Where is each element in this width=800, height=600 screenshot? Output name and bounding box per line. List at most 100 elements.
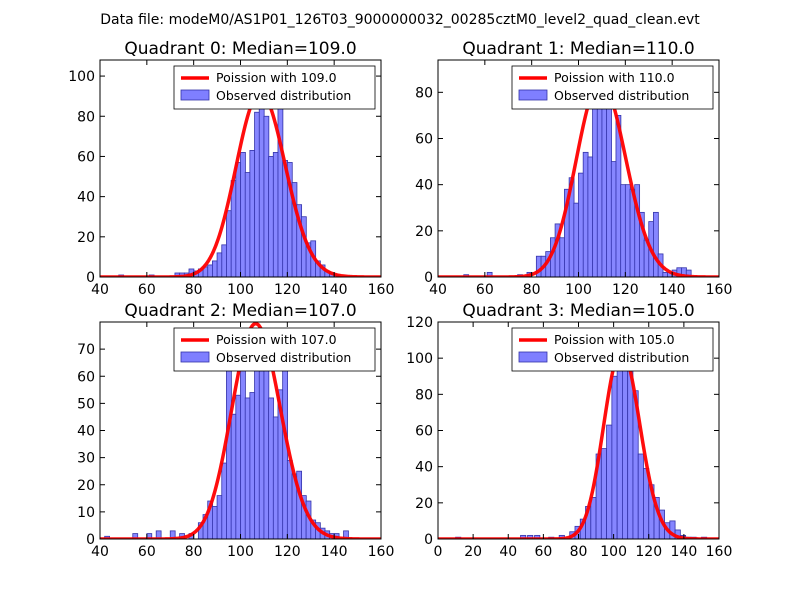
histogram-bar [244, 172, 251, 277]
histogram-bar [600, 448, 607, 539]
histogram-bar [226, 370, 232, 539]
histogram-bar [606, 424, 613, 539]
histogram-bar [230, 180, 237, 277]
y-tick-label: 80 [77, 109, 95, 125]
legend: Poission with 105.0 Observed distribution [511, 327, 714, 372]
x-tick-label: 40 [429, 282, 447, 298]
y-tick-label: 60 [415, 131, 433, 147]
x-tick-label: 60 [534, 544, 552, 560]
y-tick-label: 10 [77, 505, 95, 521]
x-tick-label: 100 [600, 544, 627, 560]
legend-bar-label: Observed distribution [554, 88, 689, 103]
legend-bar-swatch [180, 351, 210, 363]
histogram-bar [610, 161, 617, 277]
histogram-bar [254, 354, 260, 539]
y-tick-label: 0 [424, 270, 433, 286]
histogram-bar [211, 260, 218, 277]
x-tick-label: 120 [274, 544, 301, 560]
subplot-title: Quadrant 1: Median=110.0 [462, 39, 694, 59]
x-tick-label: 120 [274, 282, 301, 298]
histogram-bar [624, 184, 631, 277]
subplot-title: Quadrant 0: Median=109.0 [124, 39, 356, 59]
histogram-bar [249, 392, 256, 539]
histogram-bar [240, 359, 246, 539]
y-tick-label: 40 [415, 178, 433, 194]
histogram-bar [240, 152, 246, 277]
subplot-grid: Quadrant 0: Median=109.040 60 80 100 120 140 1… [68, 39, 732, 560]
histogram-bar [596, 103, 603, 277]
histogram-bar [258, 370, 265, 539]
x-tick-label: 80 [185, 544, 203, 560]
histogram-bar [627, 363, 634, 539]
x-tick-label: 140 [659, 282, 686, 298]
y-tick-label: 0 [424, 532, 433, 548]
x-tick-label: 100 [227, 544, 254, 560]
y-tick-label: 30 [77, 451, 95, 467]
histogram-bar [582, 151, 589, 277]
histogram-bar [249, 150, 256, 277]
legend-bar-swatch [518, 351, 548, 363]
histogram-bars [463, 94, 692, 277]
x-tick-label: 160 [368, 544, 395, 560]
legend-bar-swatch [180, 89, 210, 101]
histogram-bar [616, 355, 623, 539]
x-tick-label: 120 [612, 282, 639, 298]
histogram-bar [578, 172, 584, 277]
histogram-bar [601, 94, 608, 277]
x-tick-label: 80 [570, 544, 588, 560]
legend: Poission with 110.0 Observed distribution [511, 65, 714, 110]
x-tick-label: 20 [464, 544, 482, 560]
histogram-bar [268, 397, 274, 539]
legend: Poission with 109.0 Observed distribution [173, 65, 376, 110]
figure-suptitle: Data file: modeM0/AS1P01_126T03_90000000… [100, 12, 700, 28]
legend-line-label: Poission with 105.0 [554, 332, 675, 347]
x-tick-label: 40 [499, 544, 517, 560]
histogram-bar [272, 416, 279, 539]
histogram-bar [221, 244, 228, 277]
legend-bar-label: Observed distribution [554, 350, 689, 365]
x-tick-label: 80 [523, 282, 541, 298]
histogram-bar [286, 459, 293, 539]
histogram-bar [590, 497, 597, 539]
histogram-bar [254, 111, 260, 277]
subplot-title: Quadrant 3: Median=105.0 [462, 301, 694, 321]
histogram-bar [216, 252, 223, 277]
histogram-bar [592, 101, 598, 277]
y-tick-label: 70 [77, 342, 95, 358]
legend-bar-swatch [518, 89, 548, 101]
x-tick-label: 60 [476, 282, 494, 298]
histogram-bars [118, 79, 340, 277]
legend-box [511, 327, 714, 372]
histogram-bar [216, 495, 223, 539]
y-tick-label: 100 [68, 69, 95, 85]
y-tick-label: 40 [415, 460, 433, 476]
subplot-quadrant-3: Quadrant 3: Median=105.0 0 20 40 60 80 100 120 1… [406, 301, 732, 560]
histogram-bars [455, 343, 708, 539]
y-tick-label: 0 [86, 270, 95, 286]
y-tick-label: 20 [415, 224, 433, 240]
histogram-bar [132, 533, 139, 539]
histogram-bar [244, 397, 251, 539]
histogram-bar [559, 237, 566, 277]
x-tick-label: 40 [91, 544, 109, 560]
y-tick-label: 120 [406, 315, 433, 331]
y-tick-label: 40 [77, 424, 95, 440]
y-tick-label: 20 [77, 230, 95, 246]
histogram-bar [207, 264, 214, 277]
histogram-bar [272, 152, 279, 277]
histogram-bar [534, 534, 541, 539]
legend-bar-label: Observed distribution [216, 350, 351, 365]
histogram-bar [235, 394, 242, 539]
histogram-bar [611, 375, 618, 539]
x-tick-label: 140 [321, 544, 348, 560]
histogram-bar [622, 343, 629, 539]
y-tick-label: 0 [86, 532, 95, 548]
x-tick-label: 160 [368, 282, 395, 298]
histogram-bar [662, 271, 669, 277]
histogram-bar [606, 103, 612, 277]
histogram-bar [587, 156, 594, 277]
histogram-bar [520, 534, 527, 539]
legend-box [173, 327, 376, 372]
histogram-bar [211, 506, 218, 539]
